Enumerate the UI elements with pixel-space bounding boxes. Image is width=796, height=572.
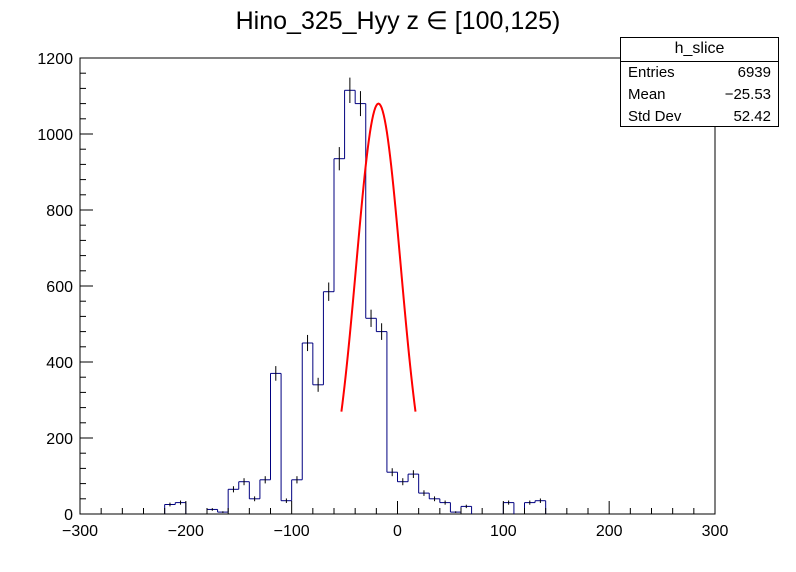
stats-label-mean: Mean bbox=[628, 86, 666, 103]
stats-box: h_slice Entries 6939 Mean −25.53 Std Dev… bbox=[620, 37, 779, 127]
stats-value-entries: 6939 bbox=[737, 64, 771, 81]
y-tick-label: 1200 bbox=[37, 51, 73, 68]
chart-title: Hino_325_Hyy z ∈ [100,125) bbox=[235, 7, 561, 35]
x-tick-label: 0 bbox=[393, 523, 402, 540]
fit-curve bbox=[340, 102, 417, 412]
stats-box-title: h_slice bbox=[621, 38, 778, 62]
x-tick-label: 100 bbox=[490, 523, 517, 540]
y-tick-label: 800 bbox=[46, 203, 73, 220]
stats-row-mean: Mean −25.53 bbox=[621, 84, 778, 106]
y-tick-label: 0 bbox=[64, 507, 73, 524]
x-tick-label: −300 bbox=[62, 523, 98, 540]
x-tick-label: −200 bbox=[168, 523, 204, 540]
stats-row-stddev: Std Dev 52.42 bbox=[621, 106, 778, 128]
y-tick-label: 1000 bbox=[37, 127, 73, 144]
x-tick-label: 300 bbox=[702, 523, 729, 540]
x-tick-label: −100 bbox=[274, 523, 310, 540]
y-tick-label: 200 bbox=[46, 431, 73, 448]
stats-label-entries: Entries bbox=[628, 64, 675, 81]
stats-value-stddev: 52.42 bbox=[733, 108, 771, 125]
x-tick-label: 200 bbox=[596, 523, 623, 540]
y-tick-label: 600 bbox=[46, 279, 73, 296]
stats-value-mean: −25.53 bbox=[724, 86, 771, 103]
stats-label-stddev: Std Dev bbox=[628, 108, 682, 125]
y-tick-label: 400 bbox=[46, 355, 73, 372]
stats-row-entries: Entries 6939 bbox=[621, 62, 778, 84]
